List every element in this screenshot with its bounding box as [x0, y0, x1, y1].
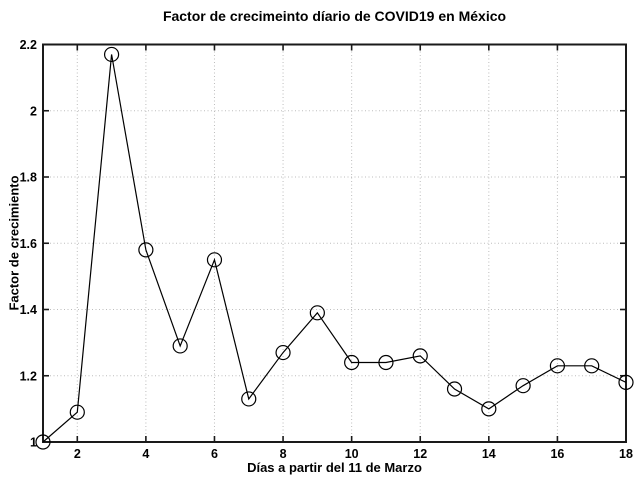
x-tick-label: 12 — [413, 447, 427, 461]
y-tick-label: 1.8 — [20, 171, 37, 185]
x-tick-label: 10 — [345, 447, 359, 461]
x-tick-label: 6 — [211, 447, 218, 461]
data-point-marker — [378, 354, 394, 371]
x-axis-label: Días a partir del 11 de Marzo — [247, 460, 422, 475]
x-tick-label: 14 — [482, 447, 496, 461]
y-tick-label: 2 — [30, 104, 37, 118]
data-point-marker — [35, 434, 51, 450]
data-point-marker — [515, 378, 531, 394]
y-tick-label: 1.2 — [20, 369, 37, 383]
x-tick-label: 2 — [74, 447, 81, 461]
x-tick-label: 16 — [550, 447, 564, 461]
y-tick-label: 2.2 — [20, 38, 37, 52]
data-point-marker — [275, 344, 291, 361]
series-line — [42, 54, 627, 443]
x-tick-label: 4 — [142, 447, 149, 461]
data-point-marker — [481, 401, 497, 417]
x-tick-label: 8 — [280, 447, 287, 461]
data-point-marker — [549, 358, 566, 374]
data-point-marker — [309, 305, 325, 321]
y-tick-label: 1.6 — [20, 237, 37, 251]
data-point-marker — [69, 404, 85, 420]
data-point-marker — [344, 354, 360, 371]
data-point-marker — [138, 242, 154, 258]
data-point-marker — [446, 381, 463, 397]
chart-title: Factor de crecimeinto díario de COVID19 … — [162, 8, 507, 24]
x-tick-label: 18 — [619, 447, 633, 461]
data-point-marker — [172, 338, 188, 354]
y-tick-label: 1 — [30, 436, 37, 450]
data-point-marker — [412, 348, 428, 364]
data-point-marker — [584, 358, 600, 374]
data-point-marker — [241, 391, 257, 407]
data-point-marker — [103, 46, 120, 63]
data-point-marker — [618, 374, 634, 390]
y-tick-label: 1.4 — [20, 303, 37, 317]
data-point-marker — [206, 252, 223, 268]
